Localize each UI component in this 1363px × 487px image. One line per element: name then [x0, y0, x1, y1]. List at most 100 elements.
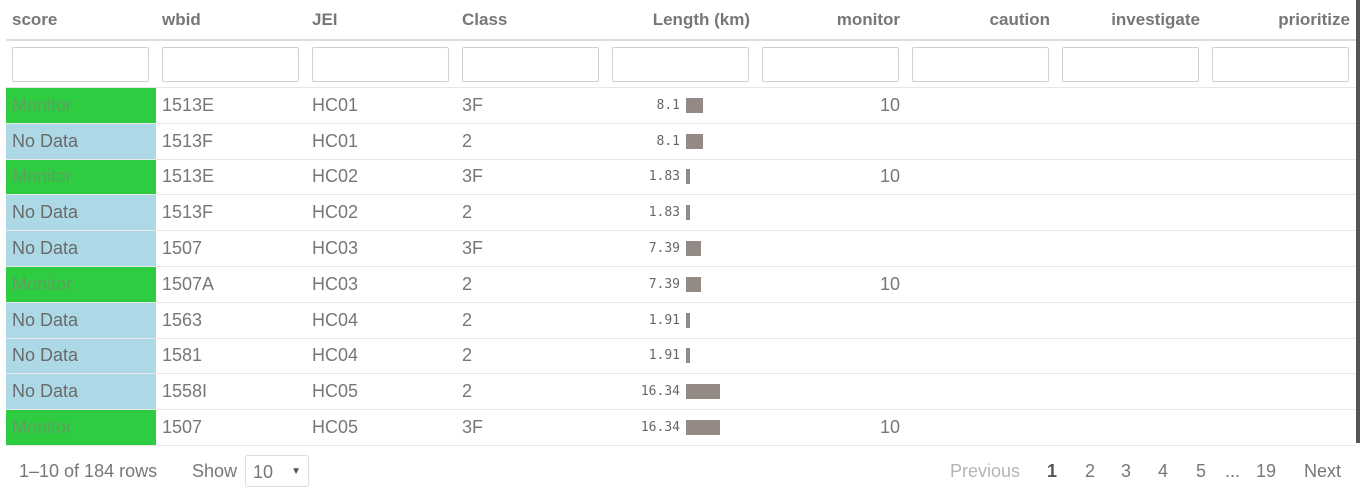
- caution-cell: [906, 160, 1056, 195]
- table-row[interactable]: No Data 1507 HC03 3F 7.39: [6, 231, 1356, 267]
- table-row[interactable]: No Data 1563 HC04 2 1.91: [6, 302, 1356, 339]
- length-cell: 7.39: [606, 267, 756, 302]
- page-size-select[interactable]: 10 ▼: [245, 455, 309, 487]
- table-body: Monitor 1513E HC01 3F 8.1 10 No Data 1513F HC01 2…: [6, 88, 1356, 446]
- column-header-monitor[interactable]: monitor: [836, 9, 900, 29]
- length-bar: [686, 241, 701, 257]
- table-row[interactable]: Monitor 1507A HC03 2 7.39 10: [6, 266, 1356, 303]
- prioritize-cell: [1206, 374, 1356, 409]
- length-value: 1.83: [648, 205, 680, 221]
- table-footer: 1–10 of 184 rows Show 10 ▼ Previous 1 2 …: [0, 448, 1363, 487]
- filter-input-prioritize[interactable]: [1212, 46, 1349, 82]
- class-cell: 2: [462, 309, 473, 330]
- table-row[interactable]: No Data 1513F HC02 2 1.83: [6, 195, 1356, 232]
- length-bar: [686, 384, 720, 400]
- class-cell: 2: [462, 202, 473, 223]
- table-row[interactable]: No Data 1513F HC01 2 8.1: [6, 123, 1356, 160]
- table-row[interactable]: No Data 1581 HC04 2 1.91: [6, 338, 1356, 375]
- filter-input-score[interactable]: [12, 46, 149, 82]
- filter-input-caution[interactable]: [912, 46, 1049, 82]
- score-cell: Monitor: [6, 88, 156, 123]
- caution-cell: [906, 410, 1056, 445]
- investigate-cell: [1056, 267, 1206, 302]
- prioritize-cell: [1206, 124, 1356, 159]
- score-cell: No Data: [6, 302, 156, 338]
- column-header-length[interactable]: Length (km): [652, 9, 750, 29]
- length-value: 7.39: [648, 276, 680, 292]
- monitor-cell: [756, 124, 906, 159]
- pagination-page-19[interactable]: 19: [1256, 461, 1277, 481]
- prioritize-cell: [1206, 303, 1356, 338]
- pagination-page-5[interactable]: 5: [1196, 461, 1207, 481]
- pagination-page-1[interactable]: 1: [1047, 461, 1058, 481]
- wbid-cell: 1507: [162, 417, 203, 438]
- score-cell: Monitor: [6, 159, 156, 195]
- caution-cell: [906, 374, 1056, 409]
- wbid-cell: 1581: [162, 345, 203, 366]
- table-row[interactable]: Monitor 1513E HC02 3F 1.83 10: [6, 159, 1356, 196]
- wbid-cell: 1563: [162, 309, 203, 330]
- class-cell: 2: [462, 345, 473, 366]
- vertical-scrollbar[interactable]: [1356, 0, 1360, 443]
- column-header-class[interactable]: Class: [462, 9, 508, 29]
- pagination-page-2[interactable]: 2: [1085, 461, 1096, 481]
- column-header-prioritize[interactable]: prioritize: [1278, 9, 1350, 29]
- length-bar: [686, 169, 690, 185]
- caution-cell: [906, 124, 1056, 159]
- caution-cell: [906, 231, 1056, 266]
- class-cell: 3F: [462, 417, 484, 438]
- monitor-cell: [756, 374, 906, 409]
- filter-input-length[interactable]: [612, 46, 749, 82]
- wbid-cell: 1513E: [162, 166, 215, 187]
- column-header-jei[interactable]: JEI: [312, 9, 338, 29]
- filter-input-monitor[interactable]: [762, 46, 899, 82]
- length-cell: 1.83: [606, 195, 756, 230]
- monitor-cell: [756, 231, 906, 266]
- length-value: 1.91: [648, 312, 680, 328]
- prioritize-cell: [1206, 195, 1356, 230]
- length-bar: [686, 205, 690, 221]
- page-size-label: Show: [192, 461, 238, 481]
- jei-cell: HC02: [312, 202, 359, 223]
- class-cell: 2: [462, 130, 473, 151]
- rows-info: 1–10 of 184 rows: [19, 461, 158, 481]
- caret-down-icon: ▼: [291, 466, 301, 477]
- prioritize-cell: [1206, 410, 1356, 445]
- filter-input-jei[interactable]: [312, 46, 449, 82]
- investigate-cell: [1056, 374, 1206, 409]
- column-header-wbid[interactable]: wbid: [162, 9, 201, 29]
- score-cell: No Data: [6, 195, 156, 231]
- table-header: score wbid JEI Class Length (km) monitor…: [6, 0, 1356, 41]
- pagination-page-3[interactable]: 3: [1121, 461, 1132, 481]
- column-header-caution[interactable]: caution: [989, 9, 1050, 29]
- filter-input-class[interactable]: [462, 46, 599, 82]
- score-cell: Monitor: [6, 410, 156, 445]
- table-row[interactable]: Monitor 1513E HC01 3F 8.1 10: [6, 88, 1356, 124]
- monitor-cell: [756, 195, 906, 230]
- wbid-cell: 1513F: [162, 130, 214, 151]
- filter-input-investigate[interactable]: [1062, 46, 1199, 82]
- monitor-cell: 10: [879, 417, 900, 438]
- wbid-cell: 1507A: [162, 273, 215, 294]
- length-bar: [686, 133, 703, 149]
- wbid-cell: 1513E: [162, 94, 215, 115]
- investigate-cell: [1056, 303, 1206, 338]
- table-row[interactable]: No Data 1558I HC05 2 16.34: [6, 374, 1356, 411]
- table-row[interactable]: Monitor 1507 HC05 3F 16.34 10: [6, 410, 1356, 446]
- jei-cell: HC05: [312, 417, 359, 438]
- length-value: 16.34: [640, 420, 680, 436]
- length-bar: [686, 420, 720, 436]
- column-header-score[interactable]: score: [12, 9, 58, 29]
- pagination-previous[interactable]: Previous: [950, 461, 1021, 481]
- column-header-investigate[interactable]: investigate: [1111, 9, 1200, 29]
- length-bar: [686, 97, 703, 113]
- class-cell: 2: [462, 273, 473, 294]
- filter-input-wbid[interactable]: [162, 46, 299, 82]
- investigate-cell: [1056, 124, 1206, 159]
- pagination-next[interactable]: Next: [1304, 461, 1342, 481]
- pagination-page-4[interactable]: 4: [1158, 461, 1169, 481]
- monitor-cell: [756, 303, 906, 338]
- length-value: 8.1: [656, 133, 680, 149]
- length-bar: [686, 348, 690, 364]
- monitor-cell: [756, 339, 906, 374]
